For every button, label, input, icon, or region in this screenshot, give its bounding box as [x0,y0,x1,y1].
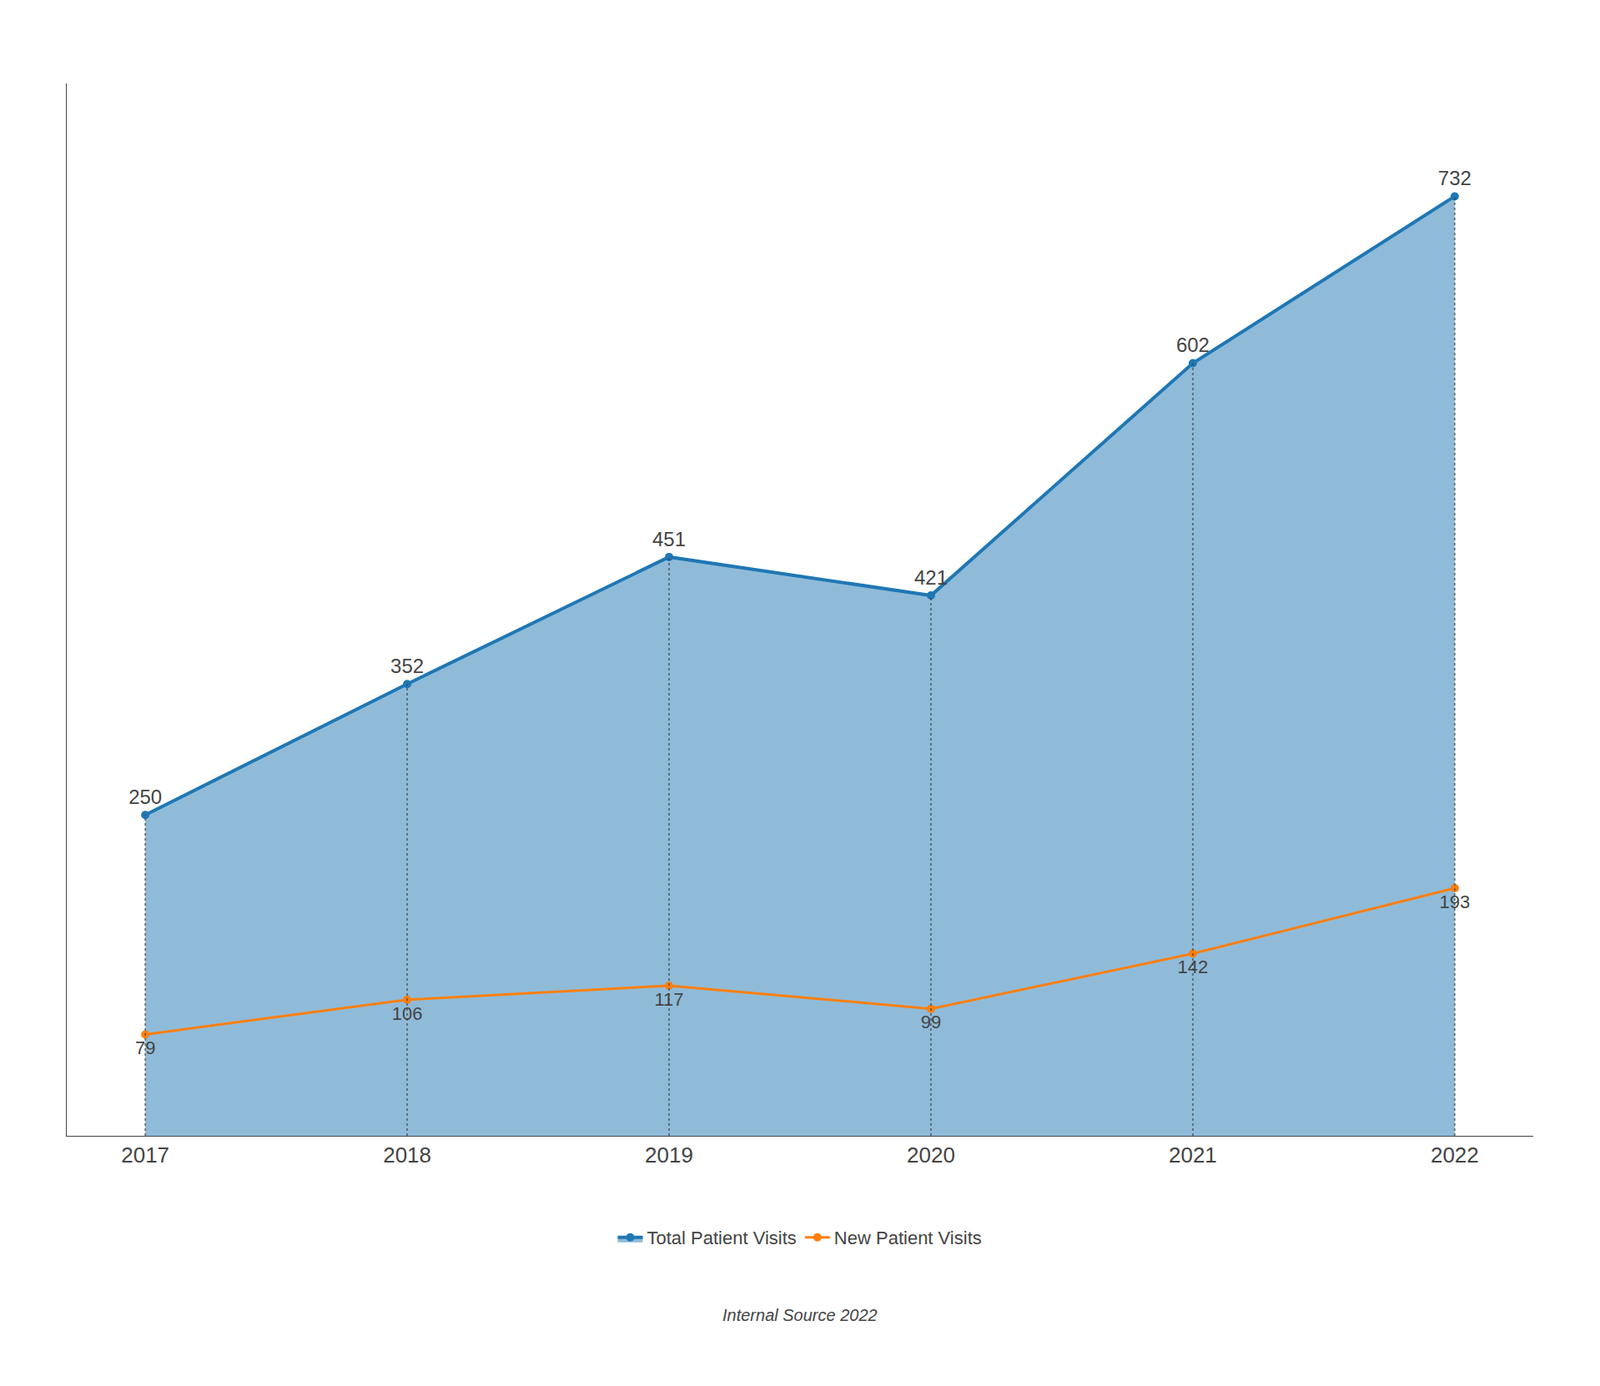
svg-text:352: 352 [390,654,424,678]
svg-text:421: 421 [914,566,948,589]
svg-text:79: 79 [135,1037,156,1059]
svg-text:2022: 2022 [1430,1142,1480,1168]
svg-text:142: 142 [1177,956,1209,978]
svg-text:2021: 2021 [1168,1142,1218,1168]
svg-text:117: 117 [654,989,684,1011]
svg-text:New Patient Visits: New Patient Visits [834,1227,982,1249]
svg-text:Internal Source 2022: Internal Source 2022 [722,1306,878,1325]
svg-text:106: 106 [392,1003,423,1025]
svg-text:193: 193 [1438,891,1470,913]
svg-text:2019: 2019 [644,1142,694,1168]
svg-text:2018: 2018 [382,1142,432,1168]
svg-text:99: 99 [920,1011,941,1033]
svg-text:2020: 2020 [906,1142,956,1168]
svg-text:Total Patient Visits: Total Patient Visits [647,1227,797,1249]
svg-text:602: 602 [1176,333,1210,357]
svg-text:250: 250 [128,785,162,809]
svg-text:451: 451 [652,528,686,551]
svg-text:732: 732 [1438,166,1472,190]
svg-text:2017: 2017 [120,1142,170,1168]
